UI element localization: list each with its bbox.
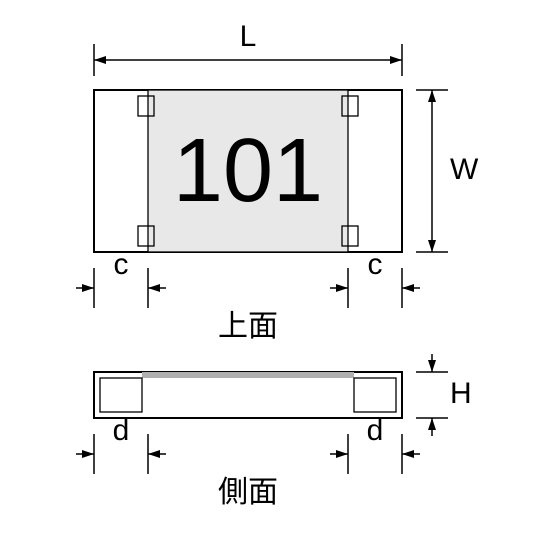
dimension-diagram: 101 上面側面 L W Hc c d d: [0, 0, 540, 540]
top-view: 101 上面: [94, 90, 402, 343]
svg-text:d: d: [367, 414, 384, 447]
svg-text:c: c: [368, 248, 383, 281]
svg-text:c: c: [114, 248, 129, 281]
side-view: 側面: [94, 372, 402, 509]
component-marking: 101: [173, 121, 323, 221]
svg-text:H: H: [450, 377, 472, 410]
top-view-caption: 上面: [218, 310, 278, 343]
side-view-caption: 側面: [218, 476, 278, 509]
svg-text:d: d: [113, 414, 130, 447]
svg-text:W: W: [450, 153, 479, 186]
svg-text:L: L: [240, 20, 257, 53]
